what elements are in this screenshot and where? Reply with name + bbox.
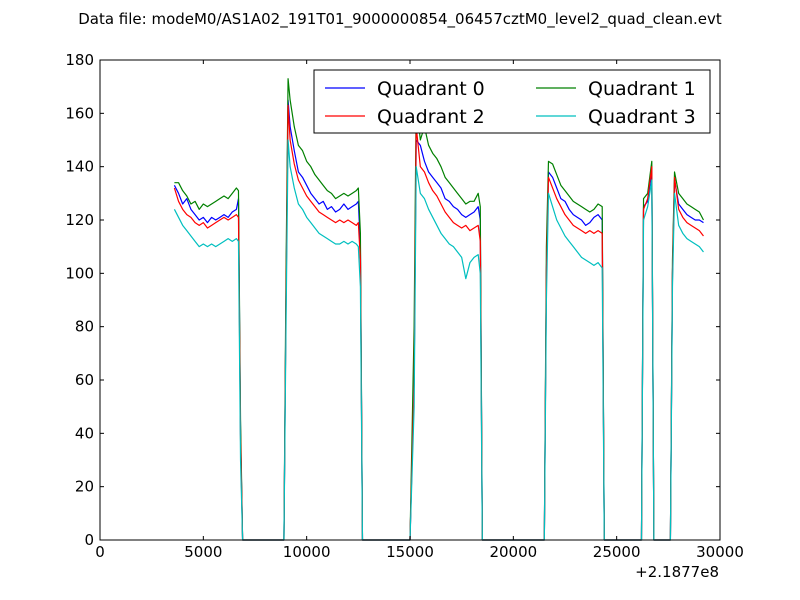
- legend-label: Quadrant 2: [377, 106, 485, 128]
- legend: Quadrant 0 Quadrant 1 Quadrant 2 Quadrant 3: [313, 69, 711, 134]
- y-tick-label: 60: [75, 371, 94, 389]
- x-tick-label: 20000: [489, 543, 537, 561]
- plot-background: [100, 60, 720, 540]
- legend-label: Quadrant 1: [588, 78, 696, 100]
- legend-label: Quadrant 0: [377, 78, 485, 100]
- axes-layer: 0 5000 10000 15000 20000 25000 30000 0 20 40 60 80 1…: [65, 51, 744, 561]
- legend-box: [313, 69, 711, 134]
- x-tick-label: 5000: [184, 543, 222, 561]
- x-tick-label: 15000: [386, 543, 434, 561]
- y-tick-label: 20: [75, 478, 94, 496]
- y-tick-label: 100: [65, 264, 94, 282]
- x-tick-label: 30000: [696, 543, 744, 561]
- series-line-quadrant-3: [173, 139, 704, 541]
- x-tick-label: 0: [95, 543, 105, 561]
- x-offset-label: +2.1877e8: [635, 563, 719, 581]
- y-tick-label: 180: [65, 51, 94, 69]
- legend-label: Quadrant 3: [588, 106, 696, 128]
- y-tick-label: 160: [65, 104, 94, 122]
- y-tick-label: 40: [75, 424, 94, 442]
- chart-title: Data file: modeM0/AS1A02_191T01_90000008…: [78, 10, 722, 29]
- y-tick-label: 0: [84, 531, 94, 549]
- y-tick-label: 120: [65, 211, 94, 229]
- y-tick-label: 80: [75, 318, 94, 336]
- y-tick-label: 140: [65, 158, 94, 176]
- series-layer: [173, 78, 705, 541]
- x-tick-label: 25000: [593, 543, 641, 561]
- plot-area: [100, 60, 720, 540]
- x-tick-label: 10000: [283, 543, 331, 561]
